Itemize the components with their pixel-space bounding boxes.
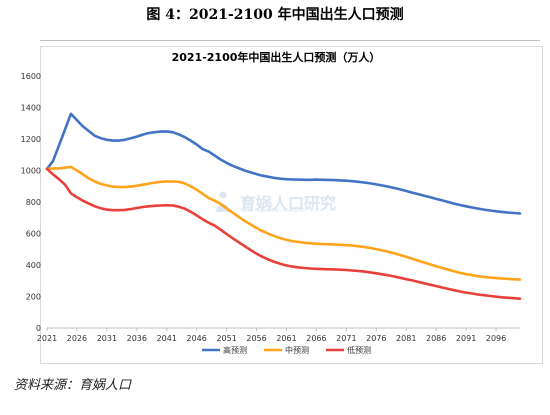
series-line (45, 167, 522, 301)
legend-label: 低预测 (347, 345, 371, 355)
figure-caption: 图 4：2021-2100 年中国出生人口预测 (146, 7, 404, 23)
x-tick-label: 2026 (67, 334, 87, 343)
watermark-text: 育娲人口研究 (240, 194, 337, 213)
series-line (45, 165, 522, 281)
caption-divider (40, 40, 540, 41)
y-tick-label: 1000 (21, 167, 41, 176)
x-tick-label: 2061 (276, 334, 296, 343)
chart-title: 2021-2100年中国出生人口预测（万人） (172, 50, 381, 64)
series-line (45, 112, 522, 215)
x-tick-label: 2021 (37, 334, 57, 343)
y-tick-label: 400 (26, 261, 41, 270)
chart-frame (40, 46, 543, 364)
y-tick-label: 1400 (21, 104, 41, 113)
line-chart: 2021-2100年中国出生人口预测（万人） 0 200 400 600 800 1000… (21, 50, 522, 355)
y-tick-label: 800 (26, 198, 41, 207)
x-tick-label: 2046 (187, 334, 207, 343)
x-tick-label: 2041 (157, 334, 177, 343)
watermark: 育娲人口研究 YuWa Population Research (212, 188, 352, 218)
x-tick-label: 2036 (127, 334, 147, 343)
x-tick-label: 2091 (456, 334, 476, 343)
y-tick-label: 1600 (21, 72, 41, 81)
x-tick-label: 2076 (366, 334, 386, 343)
x-tick-label: 2051 (216, 334, 236, 343)
series-layer (45, 112, 522, 301)
x-axis: 2021 2026 2031 2036 2041 2046 2051 2056 2061 2066… (37, 327, 520, 343)
y-tick-label: 600 (26, 230, 41, 239)
x-tick-label: 2086 (426, 334, 446, 343)
y-tick-label: 200 (26, 293, 41, 302)
x-tick-label: 2081 (396, 334, 416, 343)
legend-label: 高预测 (223, 345, 247, 355)
y-tick-label: 1200 (21, 135, 41, 144)
y-tick-label: 0 (36, 324, 41, 333)
x-tick-label: 2096 (486, 334, 506, 343)
legend-label: 中预测 (285, 345, 309, 355)
x-tick-label: 2071 (336, 334, 356, 343)
x-tick-label: 2066 (306, 334, 326, 343)
x-tick-label: 2056 (246, 334, 266, 343)
source-note: 资料来源：育娲人口 (14, 378, 132, 393)
y-axis: 0 200 400 600 800 1000 1200 1400 1600 (21, 72, 41, 333)
legend: 高预测 中预测 低预测 (202, 345, 371, 355)
watermark-subtext: YuWa Population Research (240, 208, 306, 214)
x-tick-label: 2031 (97, 334, 117, 343)
